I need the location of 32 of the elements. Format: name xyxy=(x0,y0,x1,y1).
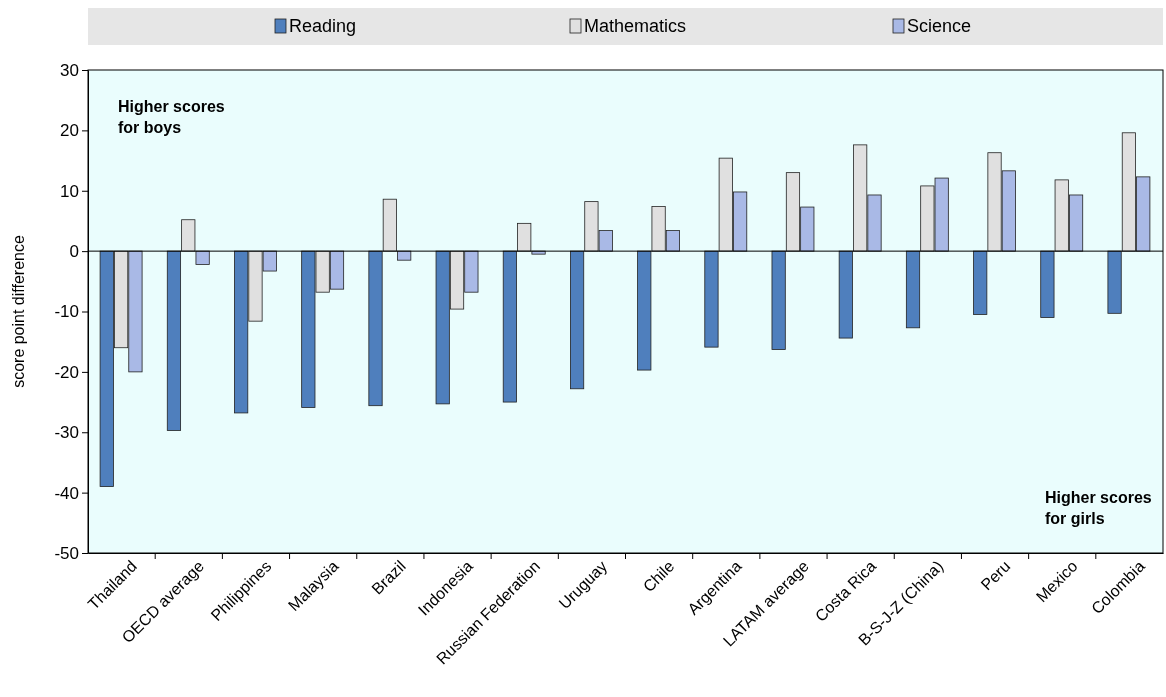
y-tick-label: -50 xyxy=(54,543,79,563)
y-tick-label: 10 xyxy=(60,181,79,201)
y-tick-label: -20 xyxy=(54,362,79,382)
bar xyxy=(1107,250,1122,314)
legend-label: Mathematics xyxy=(584,16,687,36)
legend-label: Reading xyxy=(289,16,357,36)
annotation: Higher scores for girls xyxy=(1045,489,1152,527)
bar xyxy=(771,250,786,350)
y-axis-title: score point difference xyxy=(10,235,27,388)
y-tick-label: -10 xyxy=(54,302,79,322)
y-tick-label: -40 xyxy=(54,483,79,503)
y-tick-label: -30 xyxy=(54,423,79,443)
bar xyxy=(517,222,532,252)
bar xyxy=(166,250,182,431)
y-tick-label: 30 xyxy=(60,60,79,80)
bar xyxy=(181,219,196,252)
bar xyxy=(704,250,719,348)
bar xyxy=(1040,250,1055,318)
bar xyxy=(838,250,853,339)
y-tick-label: 0 xyxy=(69,242,79,262)
bar xyxy=(973,250,988,315)
bar xyxy=(397,250,412,261)
bar xyxy=(905,250,921,329)
bar xyxy=(195,250,210,265)
y-tick-label: 20 xyxy=(60,121,79,141)
annotation: Higher scores for boys xyxy=(118,98,225,136)
bar xyxy=(570,250,585,390)
legend-label: Science xyxy=(907,16,972,36)
bar xyxy=(502,250,517,403)
bar xyxy=(637,250,652,371)
bar xyxy=(368,250,383,407)
bar xyxy=(382,198,397,252)
